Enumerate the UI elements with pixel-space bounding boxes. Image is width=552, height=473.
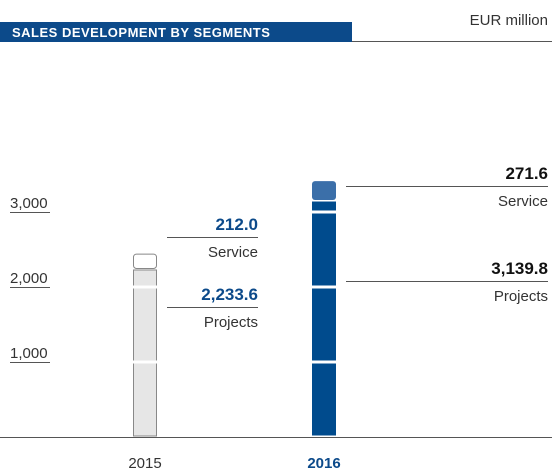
series-label: Service xyxy=(498,193,548,210)
bar-segment xyxy=(133,253,157,269)
unit-label: EUR million xyxy=(470,12,548,29)
x-tick-label: 2016 xyxy=(307,455,340,472)
bar-segment xyxy=(133,269,157,437)
value-label: 3,139.8 xyxy=(491,259,548,278)
title-box xyxy=(0,22,352,42)
bar-gap xyxy=(132,285,158,289)
bar-segment xyxy=(312,201,336,436)
bar-gap xyxy=(311,210,337,214)
bar-segment xyxy=(312,181,336,201)
bar-gap xyxy=(311,360,337,364)
bar-gap xyxy=(132,360,158,364)
value-label: 212.0 xyxy=(215,215,258,234)
y-tick-label: 2,000 xyxy=(10,270,48,287)
series-label: Projects xyxy=(204,314,258,331)
bar-gap xyxy=(311,285,337,289)
series-label: Projects xyxy=(494,288,548,305)
value-label: 271.6 xyxy=(505,164,548,183)
chart-title: SALES DEVELOPMENT BY SEGMENTS xyxy=(12,25,270,40)
y-tick-label: 1,000 xyxy=(10,345,48,362)
series-label: Service xyxy=(208,244,258,261)
y-tick-label: 3,000 xyxy=(10,195,48,212)
x-tick-label: 2015 xyxy=(128,455,161,472)
value-label: 2,233.6 xyxy=(201,285,258,304)
